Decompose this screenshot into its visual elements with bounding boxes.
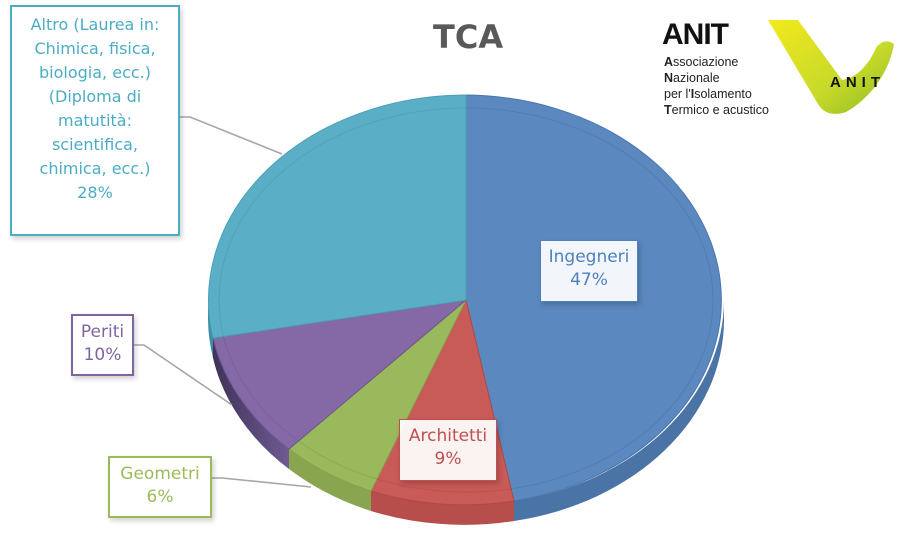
leader-lines <box>134 116 312 488</box>
data-label-altro: Altro (Laurea in: Chimica, fisica, biolo… <box>10 5 180 236</box>
logo-check-mark-icon: ANIT <box>768 20 894 114</box>
data-label-architetti: Architetti 9% <box>399 419 497 481</box>
logo-acronym: ANIT <box>662 18 729 51</box>
slice-altro[interactable] <box>208 94 467 339</box>
logo-tagline: Associazione Nazionale per l'Isolamento … <box>664 55 769 117</box>
chart-title: TCA <box>433 18 504 56</box>
data-label-periti: Periti 10% <box>71 314 134 376</box>
data-label-geometri: Geometri 6% <box>108 456 212 518</box>
data-label-ingegneri: Ingegneri 47% <box>540 240 638 302</box>
svg-text:ANIT: ANIT <box>830 74 885 91</box>
slice-periti[interactable] <box>212 299 468 450</box>
pie-side-walls <box>208 300 724 525</box>
anit-logo: ANIT Associazione Nazionale per l'Isolam… <box>660 18 910 118</box>
